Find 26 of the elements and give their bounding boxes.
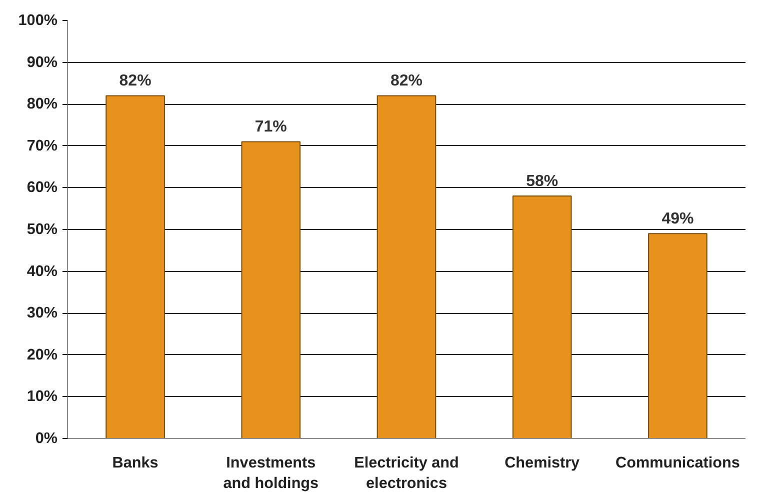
y-tick-label: 50% (26, 221, 58, 238)
x-tick-label: Banks (112, 454, 158, 472)
data-label: 58% (526, 173, 558, 190)
y-tick-label: 30% (26, 304, 58, 322)
data-label: 49% (662, 210, 694, 228)
y-tick-label: 80% (26, 96, 58, 113)
x-tick-label: Investments and holdings (223, 454, 319, 492)
data-label: 82% (119, 72, 152, 90)
bar (241, 141, 301, 438)
y-tick-label: 90% (26, 54, 58, 71)
y-tick-label: 100% (18, 12, 58, 29)
y-tick-label: 60% (26, 179, 58, 196)
bar (648, 233, 708, 438)
bar (106, 95, 165, 438)
x-tick-label: Electricity and electronics (354, 454, 459, 492)
x-tick-label: Communications (616, 454, 740, 472)
x-tick-label: Chemistry (504, 454, 580, 472)
bar (512, 196, 572, 438)
y-tick-label: 10% (26, 388, 58, 406)
y-tick-label: 20% (26, 346, 58, 364)
y-tick-label: 40% (26, 262, 58, 280)
y-tick-label: 0% (35, 430, 58, 447)
data-label: 82% (390, 72, 423, 90)
y-tick-label: 70% (26, 137, 58, 154)
data-label: 71% (254, 118, 287, 136)
bar (376, 95, 436, 438)
